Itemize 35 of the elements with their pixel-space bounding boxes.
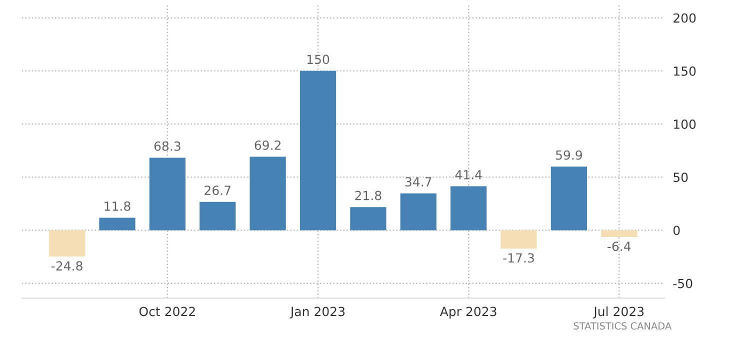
y-tick-label: 50 [674, 172, 688, 182]
bar [250, 156, 286, 230]
data-label: 41.4 [455, 170, 482, 180]
bar [99, 218, 136, 230]
x-tick-label: Apr 2023 [440, 306, 496, 319]
bar [601, 230, 638, 238]
data-label: -17.3 [503, 253, 534, 263]
bar [200, 202, 236, 230]
data-label: -24.8 [52, 261, 82, 271]
data-label: 69.2 [254, 140, 280, 150]
data-label: 68.3 [154, 141, 180, 151]
bar [550, 166, 588, 230]
bar [400, 193, 436, 230]
bar [149, 158, 186, 230]
x-tick-label: Jan 2023 [290, 306, 345, 319]
bar [49, 230, 86, 257]
y-tick-label: -50 [673, 278, 692, 288]
data-label: 34.7 [405, 177, 432, 187]
y-tick-label: 0 [673, 226, 680, 236]
y-tick-label: 200 [674, 13, 696, 23]
y-tick-label: 100 [674, 120, 696, 129]
bar [300, 70, 336, 230]
bar [500, 230, 537, 249]
data-label: 26.7 [204, 186, 230, 196]
bar [350, 207, 386, 230]
x-tick-label: Jul 2023 [593, 306, 644, 319]
x-tick-label: Oct 2022 [139, 306, 195, 316]
data-label: 21.8 [355, 190, 382, 200]
text: STATISTICS CANADA [574, 322, 672, 330]
data-label: 11.8 [104, 201, 130, 211]
data-label: 150 [307, 54, 330, 64]
bar [450, 186, 487, 230]
data-label: -6.4 [608, 242, 631, 252]
data-label: 59.9 [556, 150, 582, 160]
y-tick-label: 150 [674, 66, 696, 76]
